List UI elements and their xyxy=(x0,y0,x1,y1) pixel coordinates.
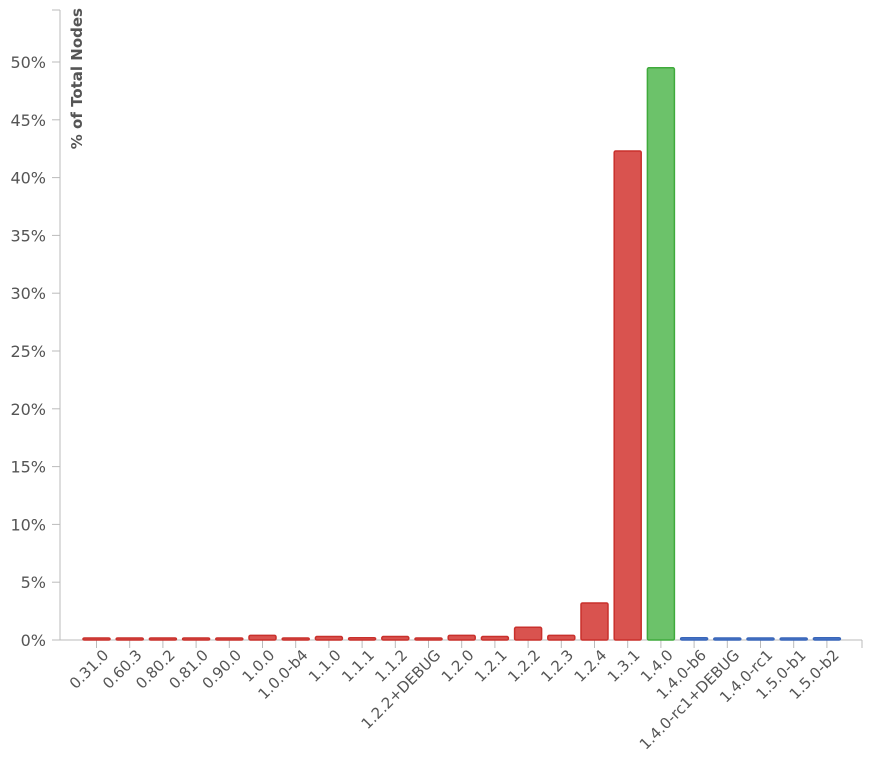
bar[interactable] xyxy=(248,634,277,641)
y-tick-label: 10% xyxy=(10,515,46,534)
bar[interactable] xyxy=(414,637,443,641)
bar[interactable] xyxy=(480,635,510,641)
bar[interactable] xyxy=(679,636,709,641)
bar[interactable] xyxy=(281,637,310,641)
y-tick-label: 25% xyxy=(10,342,46,361)
y-axis: 0% 5% 10% 15% 20% 25% 30% 35% 40% 45% 50% xyxy=(10,9,61,650)
bar[interactable] xyxy=(613,150,642,641)
bar[interactable] xyxy=(646,67,676,641)
bar[interactable] xyxy=(381,635,410,641)
x-tick-label: 1.3.1 xyxy=(604,646,644,686)
bar[interactable] xyxy=(181,637,211,641)
x-tick-label: 1.2.2 xyxy=(504,646,544,686)
bars-group xyxy=(82,67,842,641)
bar[interactable] xyxy=(215,637,244,641)
bar[interactable] xyxy=(713,637,742,641)
bar[interactable] xyxy=(115,637,144,641)
bar[interactable] xyxy=(746,637,775,641)
x-axis xyxy=(60,639,863,648)
y-tick-label: 50% xyxy=(10,53,46,72)
x-tick-label: 1.1.0 xyxy=(305,646,345,686)
bar[interactable] xyxy=(812,636,842,641)
y-tick-label: 20% xyxy=(10,400,46,419)
y-tick-label: 40% xyxy=(10,169,46,188)
y-axis-title: % of Total Nodes xyxy=(68,8,86,149)
y-tick-label: 45% xyxy=(10,111,46,130)
x-tick-label: 1.2.0 xyxy=(438,646,478,686)
x-tick-labels: 0.31.00.60.30.80.20.81.00.90.01.0.01.0.0… xyxy=(66,646,843,753)
y-tick-label: 5% xyxy=(21,573,46,592)
bar[interactable] xyxy=(447,634,476,641)
y-tick-label: 15% xyxy=(10,458,46,477)
bar[interactable] xyxy=(513,626,543,641)
y-tick-label: 30% xyxy=(10,284,46,303)
x-tick-label: 1.1.1 xyxy=(338,646,378,686)
bar[interactable] xyxy=(148,637,178,641)
bar[interactable] xyxy=(347,636,377,641)
x-tick-label: 1.2.3 xyxy=(537,646,577,686)
x-tick-label: 1.2.4 xyxy=(571,646,611,686)
y-tick-label: 0% xyxy=(21,631,46,650)
bar[interactable] xyxy=(547,634,576,641)
bar[interactable] xyxy=(82,637,111,641)
bar[interactable] xyxy=(580,602,609,641)
x-tick-label: 1.2.1 xyxy=(471,646,511,686)
bar[interactable] xyxy=(314,635,344,641)
y-tick-label: 35% xyxy=(10,226,46,245)
bar[interactable] xyxy=(779,637,808,641)
